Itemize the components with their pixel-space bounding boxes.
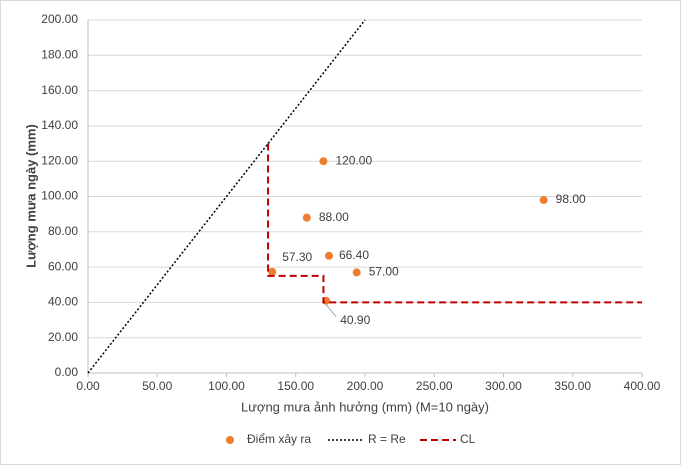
legend-label: R = Re bbox=[368, 432, 406, 446]
data-label: 57.00 bbox=[369, 265, 399, 279]
x-tick-label: 400.00 bbox=[624, 379, 661, 393]
x-tick-label: 350.00 bbox=[554, 379, 591, 393]
data-label: 40.90 bbox=[340, 313, 370, 327]
y-axis-label: Lượng mưa ngày (mm) bbox=[23, 124, 38, 268]
y-tick-label: 40.00 bbox=[48, 295, 78, 309]
point bbox=[352, 268, 361, 277]
y-tick-label: 0.00 bbox=[55, 365, 79, 379]
x-tick-label: 0.00 bbox=[76, 379, 100, 393]
point bbox=[319, 157, 328, 166]
x-tick-label: 200.00 bbox=[347, 379, 384, 393]
y-tick-label: 180.00 bbox=[41, 47, 78, 61]
data-label: 88.00 bbox=[319, 210, 349, 224]
legend-label: CL bbox=[460, 432, 476, 446]
x-tick-label: 50.00 bbox=[142, 379, 172, 393]
point bbox=[302, 213, 311, 222]
x-tick-label: 100.00 bbox=[208, 379, 245, 393]
legend-marker bbox=[226, 436, 234, 444]
y-tick-label: 120.00 bbox=[41, 153, 78, 167]
y-tick-label: 20.00 bbox=[48, 330, 78, 344]
y-tick-label: 60.00 bbox=[48, 259, 78, 273]
point bbox=[268, 267, 277, 276]
point bbox=[539, 196, 548, 205]
x-tick-label: 150.00 bbox=[277, 379, 314, 393]
data-label: 98.00 bbox=[556, 192, 586, 206]
point bbox=[324, 251, 333, 260]
y-tick-label: 200.00 bbox=[41, 12, 78, 26]
data-label: 57.30 bbox=[282, 250, 312, 264]
data-label: 66.40 bbox=[339, 248, 369, 262]
x-tick-label: 300.00 bbox=[485, 379, 522, 393]
y-tick-label: 80.00 bbox=[48, 224, 78, 238]
y-tick-label: 140.00 bbox=[41, 118, 78, 132]
x-tick-label: 250.00 bbox=[416, 379, 453, 393]
x-axis-label: Lượng mưa ảnh hưởng (mm) (M=10 ngày) bbox=[241, 399, 489, 414]
chart-border bbox=[0, 0, 681, 465]
leader-line bbox=[325, 304, 337, 318]
line bbox=[267, 143, 642, 304]
y-tick-label: 100.00 bbox=[41, 189, 78, 203]
y-tick-label: 160.00 bbox=[41, 83, 78, 97]
legend-label: Điểm xảy ra bbox=[247, 432, 311, 446]
line bbox=[87, 19, 366, 374]
data-label: 120.00 bbox=[335, 153, 372, 167]
